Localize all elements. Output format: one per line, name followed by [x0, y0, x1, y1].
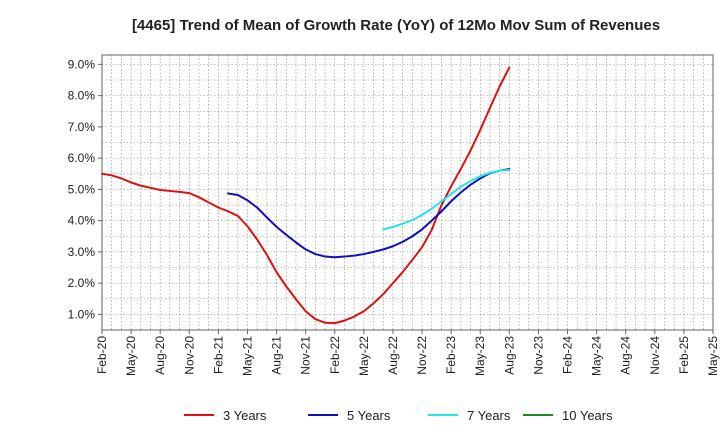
x-tick-label: Feb-24	[561, 336, 575, 374]
x-tick-label: Feb-22	[328, 336, 342, 374]
y-tick-label: 9.0%	[68, 57, 96, 71]
y-tick-label: 2.0%	[68, 276, 96, 290]
x-tick-label: Aug-23	[502, 336, 516, 375]
x-tick-label: Feb-20	[95, 336, 109, 374]
x-tick-label: May-21	[240, 336, 254, 376]
x-tick-label: Nov-23	[531, 336, 545, 375]
series-line-3-years	[101, 66, 511, 325]
y-axis: 1.0% 2.0% 3.0% 4.0% 5.0% 6.0% 7.0% 8.0% 9.0%	[68, 57, 102, 321]
y-tick-label: 8.0%	[68, 89, 96, 103]
x-axis: Feb-20 May-20 Aug-20 Nov-20 Feb-21 May-21 Aug-…	[95, 330, 720, 376]
x-tick-label: Aug-20	[153, 336, 167, 375]
x-tick-label: Feb-23	[444, 336, 458, 374]
x-tick-label: May-23	[473, 336, 487, 376]
y-tick-label: 6.0%	[68, 151, 96, 165]
series-line-5-years	[226, 168, 511, 259]
x-tick-label: Feb-21	[211, 336, 225, 374]
plot-frame	[101, 54, 714, 331]
x-tick-label: Aug-24	[619, 336, 633, 375]
x-tick-label: May-25	[706, 336, 720, 376]
y-tick-label: 3.0%	[68, 245, 96, 259]
y-tick-label: 7.0%	[68, 120, 96, 134]
x-tick-label: May-22	[357, 336, 371, 376]
x-tick-label: Aug-21	[270, 336, 284, 375]
x-tick-label: Nov-24	[648, 336, 662, 375]
legend-label: 5 Years	[347, 408, 391, 423]
legend-label: 7 Years	[467, 408, 511, 423]
y-tick-label: 4.0%	[68, 214, 96, 228]
x-tick-label: Feb-25	[677, 336, 691, 374]
x-tick-label: Nov-20	[182, 336, 196, 375]
x-tick-label: Aug-22	[386, 336, 400, 375]
legend-label: 10 Years	[562, 408, 613, 423]
y-tick-label: 5.0%	[68, 182, 96, 196]
x-tick-label: Nov-22	[415, 336, 429, 375]
series-layer	[101, 66, 511, 325]
x-tick-label: May-24	[590, 336, 604, 376]
legend: 3 Years 5 Years 7 Years 10 Years	[184, 408, 613, 423]
legend-label: 3 Years	[223, 408, 267, 423]
y-tick-label: 1.0%	[68, 307, 96, 321]
grid	[101, 55, 714, 330]
x-tick-label: Nov-21	[299, 336, 313, 375]
series-line-7-years	[382, 169, 511, 231]
chart-title: [4465] Trend of Mean of Growth Rate (YoY…	[132, 17, 660, 34]
x-tick-label: May-20	[124, 336, 138, 376]
